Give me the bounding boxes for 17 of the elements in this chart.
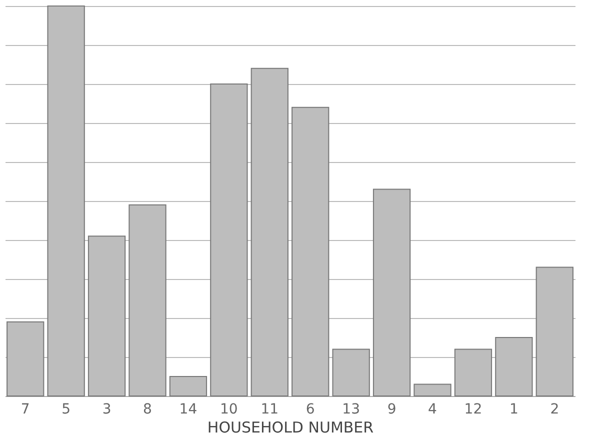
bar [414,384,452,396]
x-tick-label: 9 [387,402,396,418]
x-axis-title: HOUSEHOLD NUMBER [207,418,374,436]
x-tick-label: 11 [260,402,279,418]
x-tick-label: 12 [464,402,482,418]
x-tick-label: 2 [550,402,560,418]
x-tick-label: 6 [306,402,315,418]
x-tick-label: 14 [179,402,198,418]
x-tick-label: 13 [342,402,360,418]
x-tick-label: 3 [102,402,112,418]
x-tick-label: 7 [20,402,30,418]
x-tick-label: 10 [220,402,238,418]
x-tick-label: 5 [62,402,71,418]
x-tick-label: 4 [428,402,438,418]
x-tick-label: 8 [143,402,152,418]
x-tick-label: 1 [509,402,518,418]
bar [169,376,208,396]
